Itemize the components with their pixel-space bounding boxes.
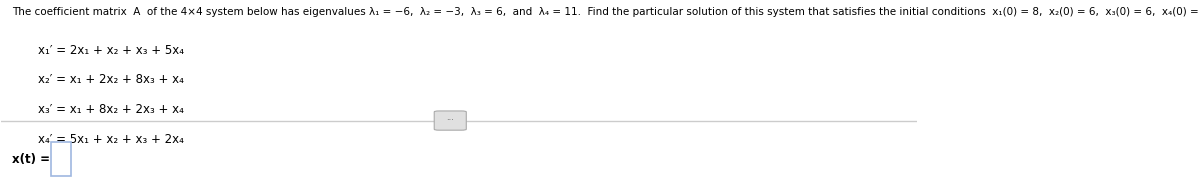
Text: ···: ··· [446, 116, 454, 125]
Text: x₂′ = x₁ + 2x₂ + 8x₃ + x₄: x₂′ = x₁ + 2x₂ + 8x₃ + x₄ [38, 74, 184, 86]
FancyBboxPatch shape [434, 111, 467, 130]
Text: x₄′ = 5x₁ + x₂ + x₃ + 2x₄: x₄′ = 5x₁ + x₂ + x₃ + 2x₄ [38, 133, 184, 146]
Text: x₃′ = x₁ + 8x₂ + 2x₃ + x₄: x₃′ = x₁ + 8x₂ + 2x₃ + x₄ [38, 103, 184, 116]
Text: x(t) =: x(t) = [12, 152, 50, 166]
FancyBboxPatch shape [50, 142, 71, 176]
Text: x₁′ = 2x₁ + x₂ + x₃ + 5x₄: x₁′ = 2x₁ + x₂ + x₃ + 5x₄ [38, 44, 184, 57]
Text: The coefficient matrix  A  of the 4×4 system below has eigenvalues λ₁ = −6,  λ₂ : The coefficient matrix A of the 4×4 syst… [12, 7, 1200, 17]
